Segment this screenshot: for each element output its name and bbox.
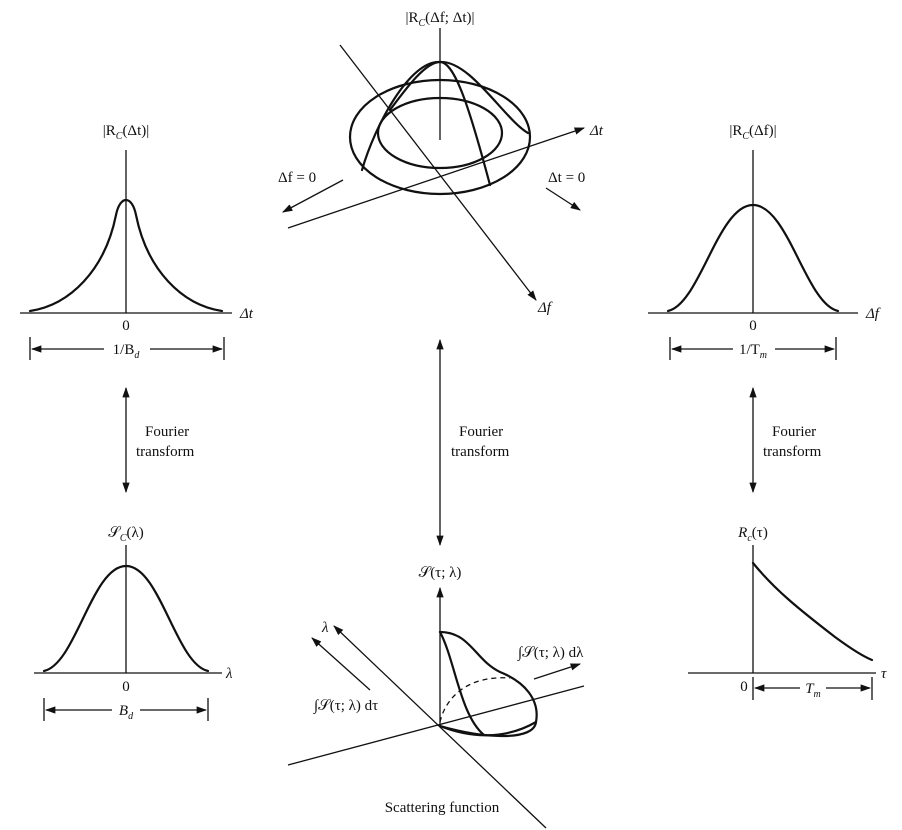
doppler-spread-label: Bd	[119, 703, 134, 722]
integral-over-tau-arrow	[311, 637, 371, 691]
coherence-time-label: 1/Bd	[113, 342, 141, 361]
spaced-frequency-correlation-panel: |RC(Δf)| Δf 0 1/Tm	[648, 123, 881, 361]
integral-over-lambda-label: ∫𝒮(τ; λ) dλ	[517, 645, 584, 661]
origin-label: 0	[122, 679, 130, 695]
integral-over-tau-label: ∫𝒮(τ; λ) dτ	[313, 698, 378, 714]
origin-label: 0	[749, 318, 757, 334]
delay-power-profile-panel: Rc(τ) τ 0 Tm	[688, 525, 887, 700]
coherence-bandwidth-label: 1/Tm	[739, 342, 767, 361]
y-axis-label: Rc(τ)	[737, 525, 768, 544]
fourier-transform-left: Fourier transform	[122, 386, 195, 494]
x-axis-label: λ	[225, 666, 233, 682]
scattering-surface-ridge	[438, 630, 486, 737]
slice-delta-t-zero	[388, 60, 492, 187]
x-axis-label: Δt	[239, 306, 254, 322]
y-axis-label: 𝒮C(λ)	[108, 525, 144, 544]
fourier-transform-center: Fourier transform	[436, 338, 510, 547]
slice-delta-f-zero-arrow	[282, 179, 344, 213]
y-axis-label: |RC(Δf)|	[729, 123, 776, 142]
spaced-time-correlation-curve	[28, 198, 224, 313]
slice-delta-t-zero-label: Δt = 0	[548, 170, 585, 186]
delta-f-axis	[339, 44, 537, 301]
scattering-surface-front-edge	[438, 720, 538, 737]
transform-label-line2: transform	[136, 444, 195, 460]
transform-label-line1: Fourier	[145, 424, 189, 440]
x-axis-label: τ	[881, 666, 887, 682]
doppler-spectrum-curve	[42, 564, 210, 673]
delta-t-axis-label: Δt	[589, 123, 604, 139]
transform-label-line2: transform	[451, 444, 510, 460]
y-axis-label: |RC(Δt)|	[103, 123, 150, 142]
delta-f-axis-label: Δf	[537, 300, 553, 316]
integral-over-lambda-arrow	[533, 663, 581, 680]
delta-t-axis	[287, 127, 585, 229]
delay-profile-curve	[751, 561, 874, 662]
origin-label: 0	[122, 318, 130, 334]
slice-delta-t-zero-arrow	[545, 187, 581, 211]
origin-label: 0	[740, 679, 748, 695]
transform-label-line1: Fourier	[772, 424, 816, 440]
joint-correlation-panel: |RC(Δf; Δt)| Δt Δf Δf = 0 Δt = 0	[278, 10, 604, 316]
x-axis-label: Δf	[865, 306, 881, 322]
z-axis-label: 𝒮(τ; λ)	[419, 565, 462, 581]
tau-axis	[287, 685, 585, 766]
scattering-function-panel: 𝒮(τ; λ) λ ∫𝒮(τ; λ) dτ ∫𝒮(τ; λ) dλ Scatte…	[287, 565, 585, 829]
scattering-surface-hidden-edge	[439, 677, 511, 723]
scattering-surface-outline	[438, 630, 538, 738]
spaced-frequency-correlation-curve	[666, 203, 840, 313]
scattering-caption: Scattering function	[385, 800, 500, 816]
lambda-axis-label: λ	[321, 620, 329, 636]
transform-label-line2: transform	[763, 444, 822, 460]
fourier-transform-right: Fourier transform	[749, 386, 822, 494]
transform-label-line1: Fourier	[459, 424, 503, 440]
spaced-time-correlation-panel: |RC(Δt)| Δt 0 1/Bd	[20, 123, 254, 361]
delay-spread-label: Tm	[805, 681, 821, 700]
z-axis-label: |RC(Δf; Δt)|	[405, 10, 474, 29]
doppler-power-spectrum-panel: 𝒮C(λ) λ 0 Bd	[34, 525, 233, 722]
slice-delta-f-zero-label: Δf = 0	[278, 170, 316, 186]
